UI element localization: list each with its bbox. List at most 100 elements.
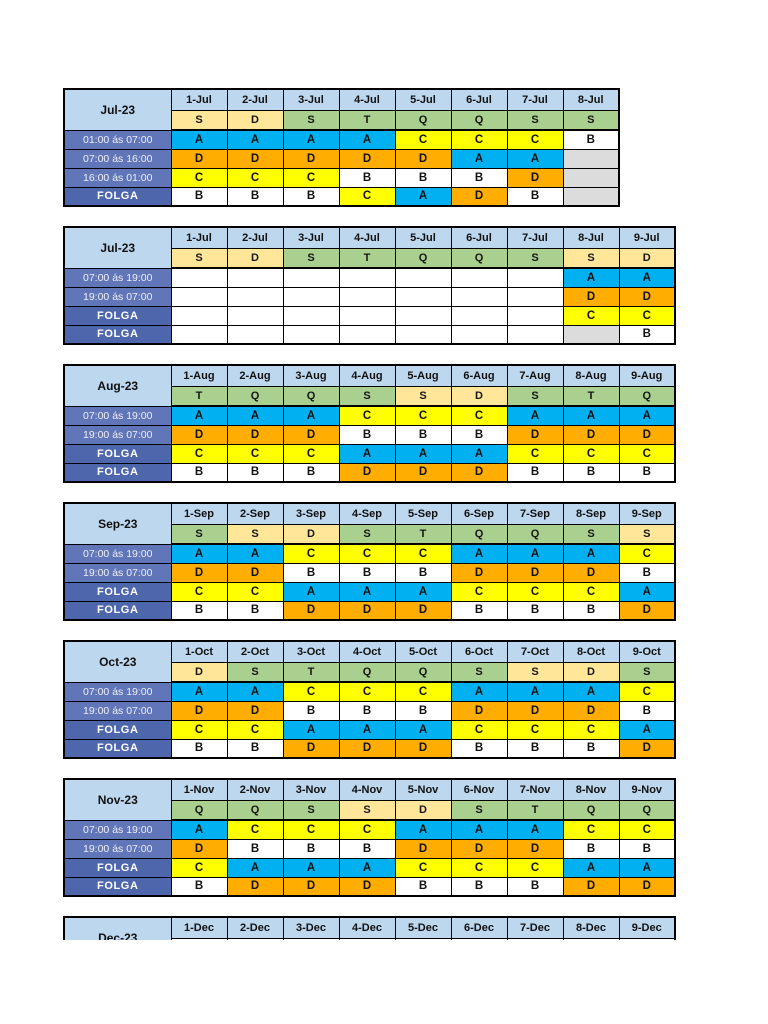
shift-cell: C xyxy=(282,443,340,464)
date-header-cell: 3-Oct xyxy=(282,640,340,663)
empty-cell xyxy=(506,267,564,288)
empty-cell xyxy=(170,305,228,326)
shift-row: FOLGA B D D D B B B D D xyxy=(63,876,676,897)
shift-cell: C xyxy=(450,129,508,150)
date-header-cell: 8-Oct xyxy=(562,640,620,663)
date-header-cell: 9-Jul xyxy=(618,226,676,249)
shift-cell: D xyxy=(618,738,676,759)
date-header-cell: 4-Oct xyxy=(338,640,396,663)
shift-cell: C xyxy=(506,129,564,150)
date-header-cell: 4-Sep xyxy=(338,502,396,525)
empty-cell xyxy=(338,305,396,326)
shift-cell: B xyxy=(450,738,508,759)
shift-cell: C xyxy=(450,581,508,602)
shift-cell: A xyxy=(450,819,508,840)
shift-cell: D xyxy=(618,600,676,621)
empty-cell xyxy=(282,324,340,345)
shift-cell: A xyxy=(618,405,676,426)
day-letter-cell: Q xyxy=(394,109,452,131)
date-header-row: Oct-23 1-Oct 2-Oct 3-Oct 4-Oct 5-Oct 6-Oct 7-Oc… xyxy=(63,640,676,683)
shift-cell: D xyxy=(394,738,452,759)
shift-cell: C xyxy=(394,681,452,702)
shift-row: FOLGA C C A A A C C C A xyxy=(63,719,676,740)
folga-row-label: FOLGA xyxy=(63,581,172,602)
date-header-cell: 1-Oct xyxy=(170,640,228,663)
shift-cell: A xyxy=(282,405,340,426)
date-header-cell: 5-Nov xyxy=(394,778,452,801)
shift-cell: A xyxy=(282,129,340,150)
shift-cell: D xyxy=(450,838,508,859)
empty-cell xyxy=(338,267,396,288)
shift-cell: C xyxy=(394,857,452,878)
date-header-cell: 2-Oct xyxy=(226,640,284,663)
shift-cell: B xyxy=(506,600,564,621)
shift-cell: C xyxy=(506,857,564,878)
shift-cell: B xyxy=(282,700,340,721)
shift-cell: A xyxy=(226,857,284,878)
day-letter-cell: S xyxy=(170,109,228,131)
shift-cell: D xyxy=(506,838,564,859)
shift-cell: B xyxy=(338,562,396,583)
shift-cell: A xyxy=(282,857,340,878)
date-header-cell: 8-Aug xyxy=(562,364,620,387)
day-letter-cell: Q xyxy=(450,247,508,269)
shift-cell: B xyxy=(394,700,452,721)
shift-cell: C xyxy=(170,719,228,740)
shift-cell: C xyxy=(562,581,620,602)
date-header-cell: 1-Aug xyxy=(170,364,228,387)
shift-row: 07:00 ás 19:00 A A xyxy=(63,267,676,288)
date-header-row: Nov-23 1-Nov 2-Nov 3-Nov 4-Nov 5-Nov 6-Nov 7-No… xyxy=(63,778,676,821)
shift-cell: D xyxy=(618,876,676,897)
date-header-cell: 7-Oct xyxy=(506,640,564,663)
empty-cell xyxy=(394,324,452,345)
shift-cell: A xyxy=(562,681,620,702)
shift-cell: A xyxy=(338,719,396,740)
date-header-cell: 7-Jul xyxy=(506,226,564,249)
date-header-cell: 3-Aug xyxy=(282,364,340,387)
shift-cell: C xyxy=(394,129,452,150)
shift-cell: C xyxy=(338,681,396,702)
shift-cell: D xyxy=(450,462,508,483)
date-header-cell: 4-Aug xyxy=(338,364,396,387)
shift-row: 16:00 ás 01:00 C C C B B B D xyxy=(63,167,620,188)
shift-cell: A xyxy=(338,129,396,150)
shift-cell: A xyxy=(338,443,396,464)
day-letter-cell: S xyxy=(618,523,676,545)
empty-gray-cell xyxy=(562,324,620,345)
date-header-cell: 6-Jul xyxy=(450,88,508,111)
shift-cell: B xyxy=(506,876,564,897)
empty-gray-cell xyxy=(562,186,620,207)
day-letter-cell: D xyxy=(170,661,228,683)
empty-gray-cell xyxy=(562,148,620,169)
shift-row: 07:00 ás 19:00 A A C C C A A A C xyxy=(63,681,676,702)
shift-cell: B xyxy=(562,600,620,621)
shift-cell: A xyxy=(450,681,508,702)
shift-cell: D xyxy=(338,876,396,897)
date-header-cell: 3-Nov xyxy=(282,778,340,801)
shift-cell: D xyxy=(506,424,564,445)
date-header-cell: 6-Dec xyxy=(450,916,508,939)
date-header-cell: 1-Sep xyxy=(170,502,228,525)
date-header-cell: 9-Oct xyxy=(618,640,676,663)
shift-cell: A xyxy=(338,581,396,602)
shift-cell: D xyxy=(562,424,620,445)
shift-cell: D xyxy=(226,876,284,897)
shift-cell: B xyxy=(394,167,452,188)
shift-cell: C xyxy=(338,543,396,564)
schedule-table-nov-23: Nov-23 1-Nov 2-Nov 3-Nov 4-Nov 5-Nov 6-Nov 7-No… xyxy=(63,778,676,897)
shift-cell: B xyxy=(450,424,508,445)
shift-cell: B xyxy=(562,738,620,759)
date-header-row: Jul-23 1-Jul 2-Jul 3-Jul 4-Jul 5-Jul 6-Jul 7-Ju… xyxy=(63,226,676,269)
date-header-cell: 3-Jul xyxy=(282,226,340,249)
shift-cell: B xyxy=(450,876,508,897)
empty-gray-cell xyxy=(562,167,620,188)
empty-cell xyxy=(450,286,508,307)
shift-row: FOLGA C C C A A A C C C xyxy=(63,443,676,464)
shift-cell: B xyxy=(450,600,508,621)
shift-cell: A xyxy=(282,581,340,602)
shift-cell: C xyxy=(170,167,228,188)
month-label: Sep-23 xyxy=(63,502,172,545)
shift-row: FOLGA B B B D D D B B B xyxy=(63,462,676,483)
